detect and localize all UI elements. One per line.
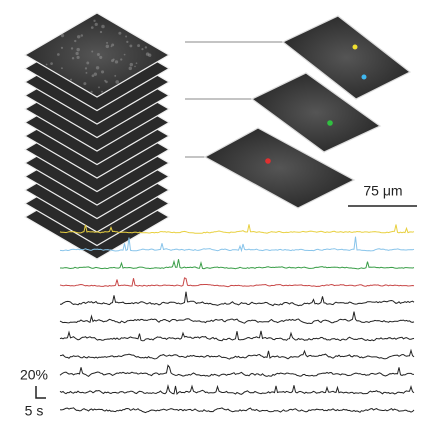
speckle [120,58,122,60]
trace [60,350,414,359]
speckle [72,57,74,59]
speckle [125,35,127,37]
time-scale-label: 5 s [25,403,44,419]
speckle [129,67,132,70]
speckle [130,63,133,66]
trace [60,278,414,287]
speckle [91,51,93,53]
speckle [118,32,121,35]
speckle [99,56,102,59]
speckle [91,26,94,29]
speckle [98,86,100,88]
speckle [50,62,53,65]
speckle [101,91,103,93]
trace [60,365,414,376]
speckle [106,42,108,44]
speckle [74,40,76,42]
cell-marker [327,120,333,126]
speckle [129,44,132,47]
speckle [100,31,102,33]
cell-marker [265,158,271,164]
speckle [101,70,104,73]
cell-marker [353,45,358,50]
speckle [95,23,98,26]
speckle [97,53,100,56]
speckle [77,56,80,59]
speckle [61,67,63,69]
speckle [115,60,118,63]
cell-marker [362,75,367,80]
speckle [124,54,126,56]
speckle [86,72,88,74]
speckle [76,48,79,51]
speckle [114,75,116,77]
speckle [46,64,48,66]
speckle [83,82,86,85]
speckle [61,47,63,49]
speckle [113,58,115,60]
speckle [126,41,128,43]
speckle [81,34,84,37]
speckle [134,66,136,68]
speckle [106,45,109,48]
selected-planes [205,16,410,208]
speckle [104,80,106,82]
traces [60,224,414,412]
trace-scale-bar [36,386,46,398]
speckle [86,62,89,65]
trace [60,331,414,341]
trace [60,385,414,394]
speckle [94,72,97,75]
length-scale-label: 75 μm [363,183,402,199]
trace [60,408,414,413]
trace [60,292,414,306]
amplitude-scale-label: 20% [20,367,48,383]
speckle [115,80,119,84]
speckle [137,44,140,47]
speckle [70,79,72,81]
speckle [141,48,143,50]
speckle [146,52,150,56]
speckle [111,46,113,48]
speckle [91,91,93,93]
speckle [101,25,105,29]
trace [60,259,414,269]
speckle [57,53,60,56]
speckle [71,47,73,49]
speckle [136,62,138,64]
figure: 75 μm 20% 5 s [0,0,427,425]
speckle [96,66,99,69]
speckle [145,46,147,48]
image-stack [25,13,169,259]
speckle [85,67,87,69]
speckle [93,20,95,22]
speckle [77,35,80,38]
speckle [75,52,78,55]
trace [60,312,414,324]
speckle [61,34,64,37]
